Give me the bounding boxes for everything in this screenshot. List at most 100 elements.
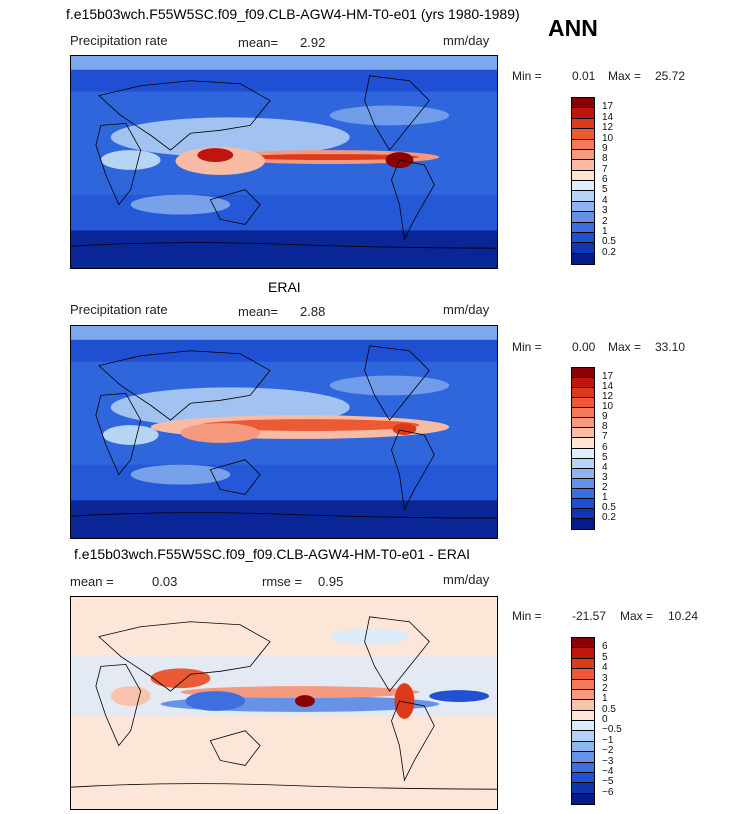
panel1-colorbar-tick-label: 2 [602,215,608,227]
panel3-min-value: -21.57 [572,609,607,623]
colorbar-segment [572,752,594,763]
colorbar-segment [572,772,594,784]
panel2-max-value: 33.10 [655,340,686,354]
colorbar-segment [572,638,594,649]
panel2-mean-value: 2.88 [300,304,326,319]
panel1-colorbar-tick-label: 4 [602,194,608,206]
colorbar-segment [572,201,594,213]
colorbar-segment [572,149,594,161]
panel1-colorbar-tick-label: 8 [602,153,608,165]
colorbar-segment [572,243,594,254]
colorbar-segment [572,721,594,732]
panel1-colorbar-tick-label: 14 [602,111,614,123]
panel1-max-value: 25.72 [655,69,686,83]
colorbar-segment [572,783,594,794]
colorbar-segment [572,448,594,459]
panel2-colorbar-tick-label: 0.2 [602,511,616,523]
panel3-colorbar-tick-label: 6 [602,641,608,653]
panel3-colorbar-tick-label: −0.5 [602,724,622,736]
panel3-rmse-value: 0.95 [318,574,344,589]
colorbar-segment [572,741,594,753]
colorbar-segment [572,139,594,150]
colorbar-segment [572,689,594,701]
panel2-colorbar-tick-label: 12 [602,391,614,403]
panel2-colorbar [571,367,595,530]
colorbar-segment [572,658,594,670]
colorbar-segment [572,129,594,140]
panel2-colorbar-tick-label: 2 [602,481,608,493]
panel1-colorbar-tick-label: 3 [602,205,608,217]
colorbar-segment [572,648,594,659]
panel2-colorbar-tick-label: 5 [602,451,608,463]
panel2-colorbar-tick-label: 4 [602,461,608,473]
panel1-colorbar-tick-label: 1 [602,225,608,237]
panel1-colorbar-tick-label: 17 [602,101,614,113]
panel3-rmse-label: rmse = [262,574,303,589]
colorbar-segment [572,468,594,479]
panel1-colorbar-tick-label: 7 [602,163,608,175]
colorbar-segment [572,710,594,721]
panel2-colorbar-tick-label: 8 [602,421,608,433]
difference-map [70,596,498,810]
colorbar-segment [572,679,594,690]
colorbar-segment [572,508,594,519]
panel3-colorbar [571,637,595,805]
colorbar-segment [572,232,594,244]
colorbar-segment [572,108,594,119]
colorbar-segment [572,488,594,499]
panel3-colorbar-tick-label: −2 [602,745,614,757]
panel2-min-label: Min = [512,340,542,354]
panel3-colorbar-tick-label: 0.5 [602,703,616,715]
colorbar-segment [572,498,594,509]
panel2-colorbar-tick-label: 9 [602,411,608,423]
panel3-colorbar-tick-label: −1 [602,734,614,746]
colorbar-segment [572,388,594,399]
panel1-colorbar-tick-label: 9 [602,142,608,154]
panel3-colorbar-tick-label: −3 [602,755,614,767]
colorbar-segment [572,378,594,389]
panel2-variable-label: Precipitation rate [70,302,168,317]
panel2-mean-label: mean= [238,304,279,319]
panel3-min-label: Min = [512,609,542,623]
plot-title: f.e15b03wch.F55W5SC.f09_f09.CLB-AGW4-HM-… [66,6,520,22]
colorbar-segment [572,368,594,379]
colorbar-segment [572,253,594,264]
colorbar-segment [572,793,594,804]
panel2-colorbar-tick-label: 1 [602,491,608,503]
panel3-colorbar-tick-label: 3 [602,672,608,684]
panel3-mean-value: 0.03 [152,574,178,589]
colorbar-segment [572,478,594,489]
erai-precip-map [70,325,498,539]
panel3-colorbar-tick-label: 1 [602,693,608,705]
panel3-colorbar-tick-label: 2 [602,682,608,694]
panel1-colorbar-tick-label: 12 [602,122,614,134]
panel2-colorbar-tick-label: 14 [602,381,614,393]
colorbar-segment [572,222,594,233]
colorbar-segment [572,398,594,409]
panel3-colorbar-tick-label: 0 [602,714,608,725]
colorbar-segment [572,118,594,130]
panel3-max-value: 10.24 [668,609,699,623]
panel1-colorbar [571,97,595,265]
panel2-max-label: Max = [608,340,642,354]
colorbar-segment [572,191,594,202]
panel3-colorbar-tick-label: 5 [602,651,608,663]
colorbar-segment [572,181,594,192]
panel1-mean-label: mean= [238,35,279,50]
colorbar-segment [572,212,594,223]
colorbar-segment [572,408,594,419]
panel1-max-label: Max = [608,69,642,83]
panel2-colorbar-tick-label: 0.5 [602,501,616,513]
panel1-colorbar-tick-label: 0.5 [602,236,616,248]
panel3-colorbar-tick-label: −4 [602,765,614,777]
colorbar-segment [572,160,594,171]
panel2-colorbar-tick-label: 3 [602,471,608,483]
panel1-colorbar-tick-label: 6 [602,174,608,185]
season-label: ANN [548,15,598,41]
panel2-colorbar-tick-label: 6 [602,441,608,453]
model-precip-map [70,55,498,269]
panel3-mean-label: mean = [70,574,114,589]
colorbar-segment [572,731,594,742]
panel3-max-label: Max = [620,609,654,623]
panel2-colorbar-tick-label: 10 [602,401,614,413]
